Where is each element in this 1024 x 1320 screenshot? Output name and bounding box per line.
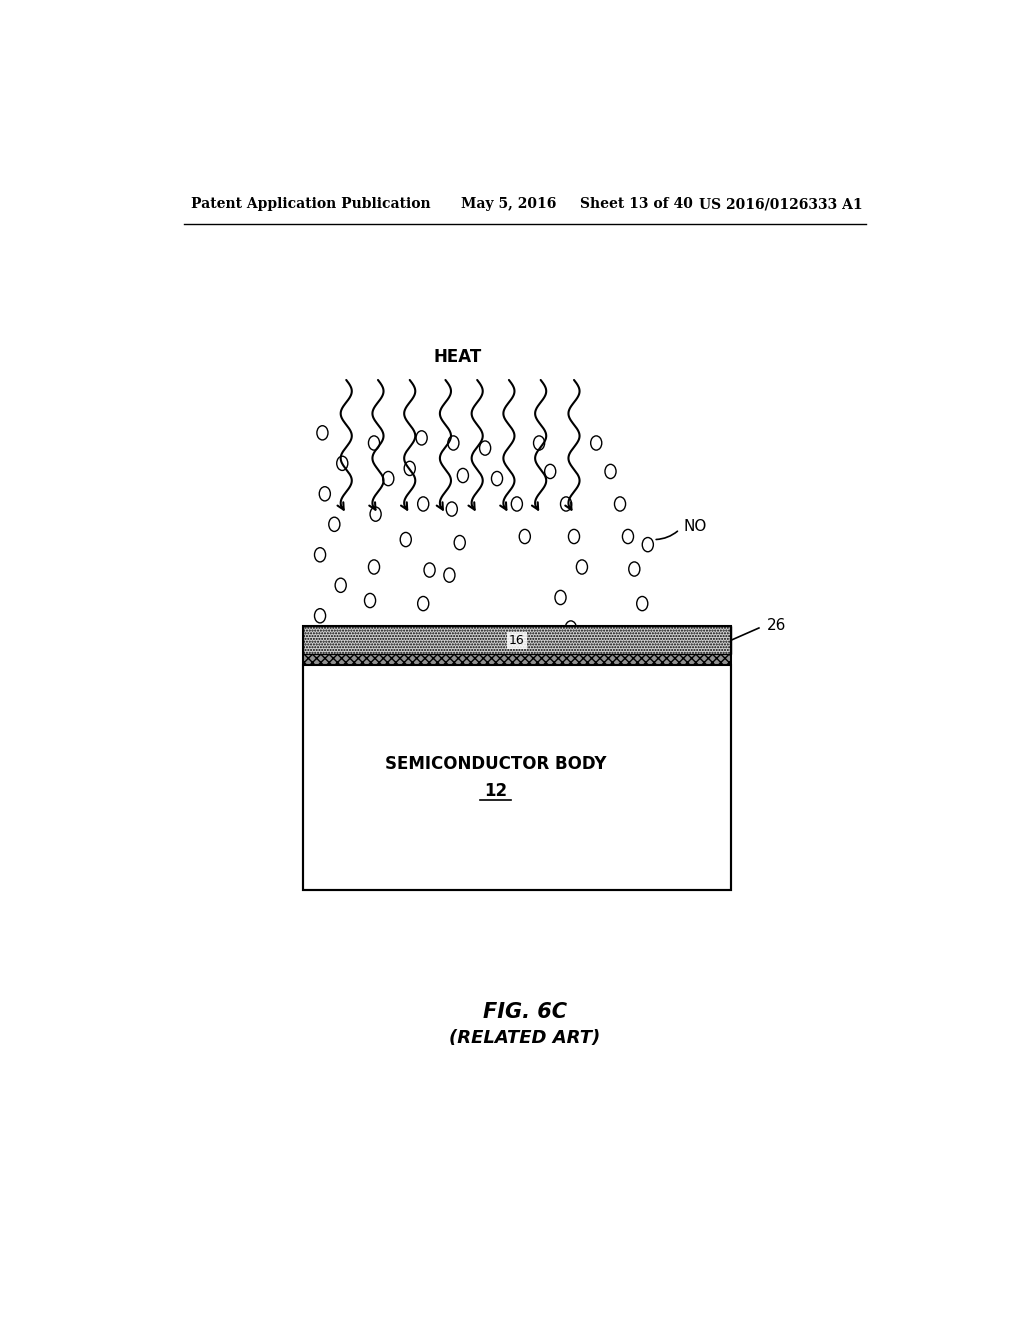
Text: Sheet 13 of 40: Sheet 13 of 40 <box>581 197 693 211</box>
Text: May 5, 2016: May 5, 2016 <box>461 197 557 211</box>
Bar <box>303 655 731 664</box>
Text: SEMICONDUCTOR BODY: SEMICONDUCTOR BODY <box>385 755 606 774</box>
Bar <box>303 664 731 890</box>
Bar <box>303 626 731 655</box>
Bar <box>303 626 731 890</box>
Text: HEAT: HEAT <box>433 347 481 366</box>
Text: NO: NO <box>684 519 707 533</box>
Text: (RELATED ART): (RELATED ART) <box>450 1028 600 1047</box>
Bar <box>303 655 731 664</box>
Text: 26: 26 <box>767 619 786 634</box>
Text: FIG. 6C: FIG. 6C <box>482 1002 567 1022</box>
Text: 16: 16 <box>509 634 524 647</box>
Text: 12: 12 <box>484 781 507 800</box>
Text: Patent Application Publication: Patent Application Publication <box>191 197 431 211</box>
Bar <box>303 626 731 655</box>
Text: US 2016/0126333 A1: US 2016/0126333 A1 <box>699 197 863 211</box>
